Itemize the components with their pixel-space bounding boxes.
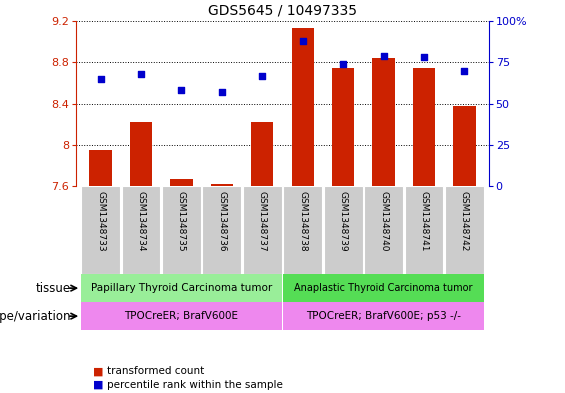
Text: Anaplastic Thyroid Carcinoma tumor: Anaplastic Thyroid Carcinoma tumor bbox=[294, 283, 473, 293]
Text: GSM1348735: GSM1348735 bbox=[177, 191, 186, 251]
Text: TPOCreER; BrafV600E; p53 -/-: TPOCreER; BrafV600E; p53 -/- bbox=[306, 311, 461, 321]
Point bbox=[338, 61, 347, 67]
Bar bbox=[372, 58, 395, 186]
Text: GSM1348741: GSM1348741 bbox=[420, 191, 428, 251]
Point bbox=[379, 53, 388, 59]
Text: tissue: tissue bbox=[36, 282, 71, 295]
Bar bbox=[251, 122, 273, 186]
Point bbox=[419, 54, 428, 61]
Text: TPOCreER; BrafV600E: TPOCreER; BrafV600E bbox=[124, 311, 238, 321]
Point bbox=[96, 76, 105, 82]
Text: GSM1348737: GSM1348737 bbox=[258, 191, 267, 251]
Text: GSM1348734: GSM1348734 bbox=[137, 191, 145, 251]
Point bbox=[258, 72, 267, 79]
Point bbox=[218, 89, 227, 95]
Bar bbox=[81, 186, 120, 274]
Text: ■: ■ bbox=[93, 366, 104, 376]
Bar bbox=[81, 274, 282, 302]
Point bbox=[137, 71, 146, 77]
Bar bbox=[170, 179, 193, 186]
Text: percentile rank within the sample: percentile rank within the sample bbox=[107, 380, 283, 390]
Bar bbox=[445, 186, 484, 274]
Bar bbox=[211, 184, 233, 186]
Text: GSM1348736: GSM1348736 bbox=[218, 191, 227, 251]
Bar bbox=[283, 274, 484, 302]
Text: ■: ■ bbox=[93, 380, 104, 390]
Bar bbox=[413, 68, 435, 186]
Text: GSM1348738: GSM1348738 bbox=[298, 191, 307, 251]
Text: GSM1348739: GSM1348739 bbox=[338, 191, 347, 251]
Text: GSM1348742: GSM1348742 bbox=[460, 191, 469, 251]
Bar bbox=[453, 106, 476, 186]
Bar bbox=[202, 186, 241, 274]
Bar bbox=[283, 186, 322, 274]
Text: GSM1348733: GSM1348733 bbox=[96, 191, 105, 251]
Text: GSM1348740: GSM1348740 bbox=[379, 191, 388, 251]
Bar bbox=[162, 186, 201, 274]
Text: transformed count: transformed count bbox=[107, 366, 205, 376]
Point bbox=[298, 38, 307, 44]
Text: Papillary Thyroid Carcinoma tumor: Papillary Thyroid Carcinoma tumor bbox=[91, 283, 272, 293]
Bar bbox=[121, 186, 160, 274]
Bar bbox=[283, 302, 484, 330]
Bar bbox=[243, 186, 282, 274]
Text: genotype/variation: genotype/variation bbox=[0, 310, 71, 323]
Bar bbox=[292, 28, 314, 186]
Bar bbox=[324, 186, 363, 274]
Bar bbox=[332, 68, 354, 186]
Bar bbox=[89, 150, 112, 186]
Bar bbox=[405, 186, 444, 274]
Point bbox=[460, 68, 469, 74]
Bar bbox=[130, 122, 152, 186]
Title: GDS5645 / 10497335: GDS5645 / 10497335 bbox=[208, 3, 357, 17]
Bar bbox=[364, 186, 403, 274]
Bar bbox=[81, 302, 282, 330]
Point bbox=[177, 87, 186, 94]
